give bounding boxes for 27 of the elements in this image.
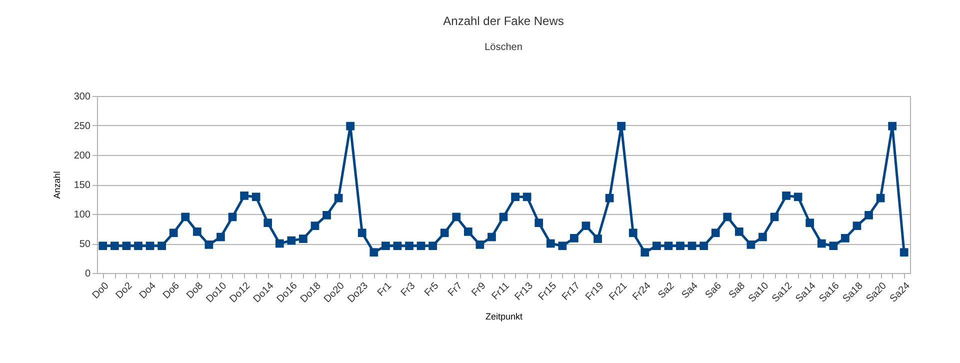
y-tick-label: 0 [84, 268, 91, 280]
x-tick-label: Fr21 [607, 280, 630, 303]
x-tick-label: Fr5 [422, 280, 442, 299]
x-tick-label: Fr9 [470, 280, 489, 299]
x-tick-label: Sa8 [727, 280, 748, 301]
x-axis-title: Zeitpunkt [485, 311, 524, 322]
x-tick-label: Fr1 [376, 280, 394, 299]
x-tick-label: Do6 [161, 280, 182, 302]
chart-subtitle: Löschen [484, 42, 522, 53]
x-tick-label: Do4 [138, 280, 159, 302]
y-tick-label: 150 [74, 180, 91, 191]
y-tick-label: 250 [74, 121, 91, 132]
x-tick-label: Sa6 [704, 280, 724, 301]
y-tick-label: 300 [74, 92, 91, 102]
y-tick-label: 50 [79, 239, 91, 250]
x-tick-label: Do2 [114, 280, 136, 302]
x-tick-label: Do0 [90, 280, 112, 302]
x-tick-label: Do8 [184, 280, 206, 302]
x-tick-label: Fr7 [446, 280, 465, 299]
x-tick-label: Sa2 [656, 280, 678, 301]
x-tick-label: Fr3 [399, 280, 418, 299]
chart-title: Anzahl der Fake News [443, 14, 564, 28]
y-axis-title: Anzahl [52, 171, 62, 199]
y-tick-label: 100 [74, 210, 91, 220]
y-tick-label: 200 [74, 150, 91, 162]
x-tick-label: Fr11 [490, 280, 512, 302]
x-tick-label: Sa4 [680, 280, 701, 301]
